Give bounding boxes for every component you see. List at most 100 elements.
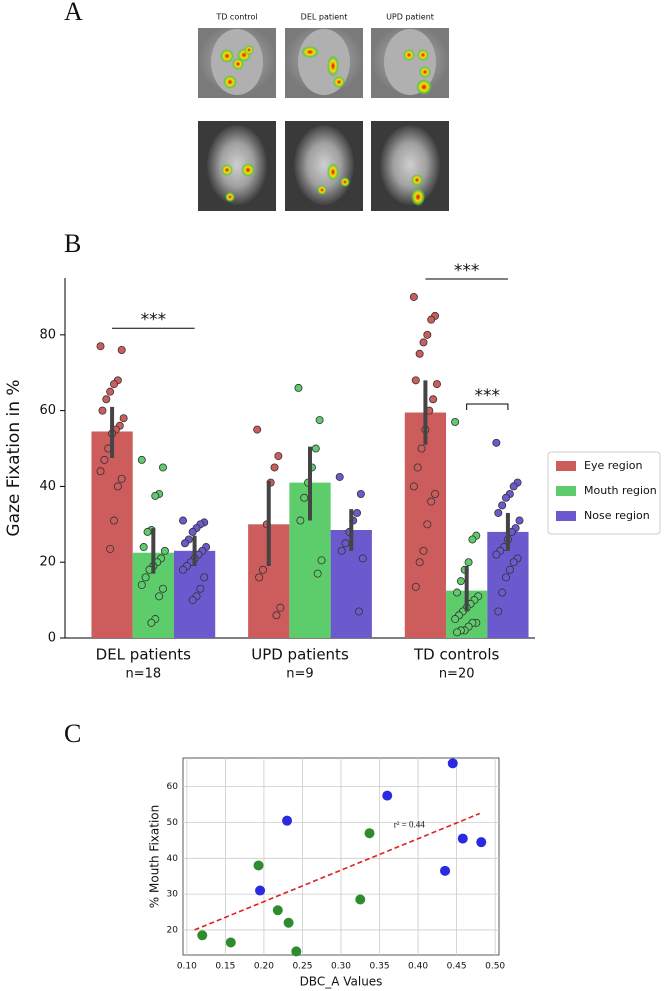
data-point: [137, 455, 146, 464]
data-point: [291, 946, 302, 957]
y-tick-label: 20: [39, 555, 56, 570]
face-image: [198, 28, 276, 98]
data-point: [196, 584, 205, 593]
face-image: [371, 28, 449, 98]
data-point: [274, 452, 283, 461]
data-point: [96, 467, 105, 476]
data-point: [515, 516, 524, 525]
legend-swatch: [556, 511, 576, 521]
data-point: [353, 508, 362, 517]
data-point: [427, 315, 436, 324]
data-point: [453, 628, 462, 637]
data-point: [498, 501, 507, 510]
data-point: [468, 535, 477, 544]
y-axis-label: Gaze Fixation in %: [4, 379, 24, 536]
data-point: [464, 558, 473, 567]
data-point: [423, 330, 432, 339]
data-point: [409, 482, 418, 491]
panel-label: B: [64, 229, 81, 258]
data-point: [356, 489, 365, 498]
data-point: [200, 573, 209, 582]
y-tick-label: 60: [167, 782, 179, 792]
legend-swatch: [556, 486, 576, 496]
trend-label: r² = 0.44: [394, 820, 426, 830]
data-point: [335, 472, 344, 481]
panel-label: A: [64, 0, 83, 26]
data-point: [188, 596, 197, 605]
data-point: [317, 556, 326, 565]
significance-label: ***: [475, 386, 501, 406]
data-point: [158, 584, 167, 593]
data-point: [509, 558, 518, 567]
data-point: [494, 607, 503, 616]
data-point: [296, 516, 305, 525]
x-axis-label: DBC_A Values: [300, 975, 383, 989]
data-point: [313, 569, 322, 578]
data-point: [354, 607, 363, 616]
data-point: [492, 438, 501, 447]
category-note: n=18: [125, 667, 161, 682]
data-point: [409, 292, 418, 301]
x-tick-label: 0.40: [408, 962, 428, 972]
data-point: [137, 580, 146, 589]
data-point: [311, 444, 320, 453]
x-tick-label: TD controls: [413, 646, 499, 664]
data-point: [447, 758, 458, 769]
y-tick-label: 30: [167, 890, 179, 900]
scatter-chart: C 0.10 0.15 0.20 0.25 0.30 0.35 0.40 0.45 0.50 20 3…: [64, 719, 505, 989]
data-point: [272, 905, 283, 916]
column-label: UPD patient: [386, 13, 434, 22]
data-point: [151, 491, 160, 500]
data-point: [432, 380, 441, 389]
data-point: [419, 546, 428, 555]
data-point: [453, 588, 462, 597]
significance-bracket: [466, 403, 509, 410]
y-axis-label: % Mouth Fixation: [148, 805, 162, 908]
data-point: [427, 497, 436, 506]
face-image: [371, 121, 449, 211]
data-point: [411, 582, 420, 591]
data-point: [505, 565, 514, 574]
face-image: [285, 121, 363, 211]
data-point: [294, 383, 303, 392]
data-point: [457, 833, 468, 844]
data-point: [113, 482, 122, 491]
x-tick-label: 0.20: [254, 962, 274, 972]
x-tick-label: 0.50: [485, 962, 505, 972]
legend-label: Nose region: [584, 509, 650, 522]
data-point: [225, 937, 236, 948]
data-point: [440, 865, 451, 876]
data-point: [501, 573, 510, 582]
data-point: [143, 527, 152, 536]
data-point: [415, 558, 424, 567]
data-point: [117, 345, 126, 354]
data-point: [300, 493, 309, 502]
data-point: [415, 349, 424, 358]
face-image: [285, 28, 363, 98]
data-point: [429, 395, 438, 404]
data-point: [102, 395, 111, 404]
x-tick-label: 0.15: [215, 962, 235, 972]
data-point: [147, 618, 156, 627]
data-point: [96, 342, 105, 351]
y-tick-label: 80: [39, 327, 56, 342]
y-tick-label: 40: [39, 479, 56, 494]
data-point: [494, 508, 503, 517]
data-point: [106, 387, 115, 396]
data-point: [411, 376, 420, 385]
y-tick-label: 60: [39, 403, 56, 418]
data-point: [364, 828, 375, 839]
data-point: [179, 516, 188, 525]
x-tick-label: 0.25: [292, 962, 312, 972]
data-point: [476, 837, 487, 848]
x-tick-label: 0.30: [331, 962, 351, 972]
category-note: n=9: [286, 667, 313, 682]
y-tick-label: 0: [48, 631, 56, 646]
data-point: [98, 406, 107, 415]
data-point: [258, 565, 267, 574]
y-tick-label: 20: [167, 925, 179, 935]
bar-chart: B 0 20 40 60 80 Gaze Fixation in % DEL patients…: [4, 229, 661, 682]
legend-swatch: [556, 461, 576, 471]
data-point: [382, 790, 393, 801]
